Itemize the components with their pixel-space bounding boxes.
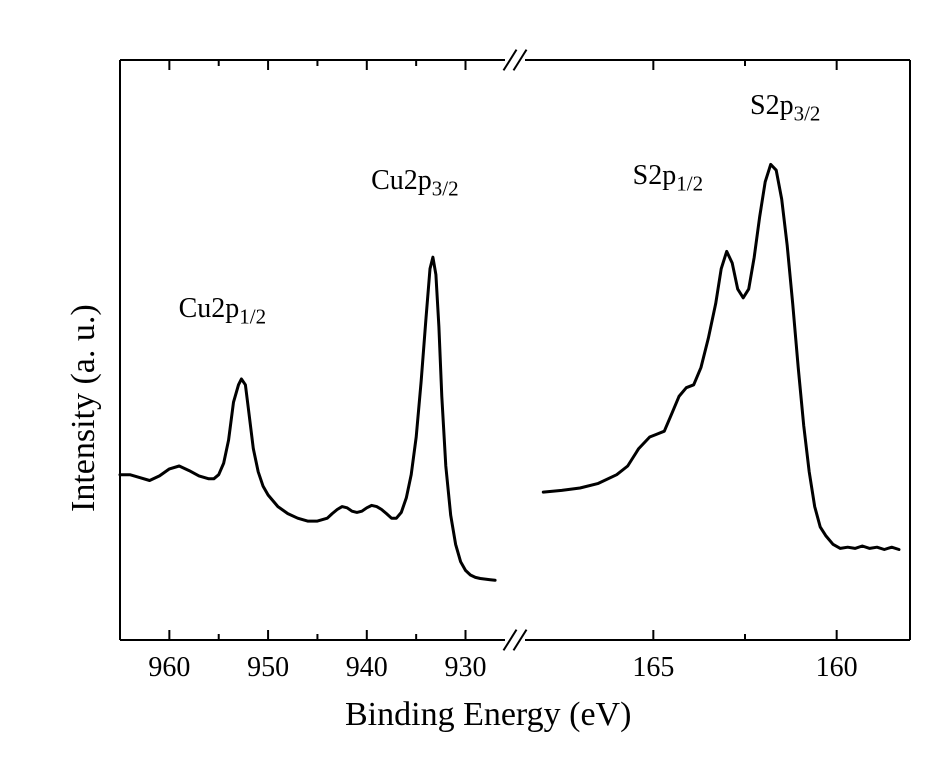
svg-text:160: 160 [816, 652, 858, 683]
svg-text:940: 940 [346, 652, 388, 683]
peak-label: Cu2p3/2 [371, 165, 459, 202]
svg-text:165: 165 [632, 652, 674, 683]
svg-text:950: 950 [247, 652, 289, 683]
svg-text:930: 930 [445, 652, 487, 683]
peak-label: S2p1/2 [633, 160, 703, 197]
peak-label: S2p3/2 [750, 90, 820, 127]
y-axis-label: Intensity (a. u.) [65, 305, 103, 513]
svg-text:960: 960 [148, 652, 190, 683]
peak-label: Cu2p1/2 [179, 293, 267, 330]
x-axis-label: Binding Energy (eV) [345, 696, 631, 734]
